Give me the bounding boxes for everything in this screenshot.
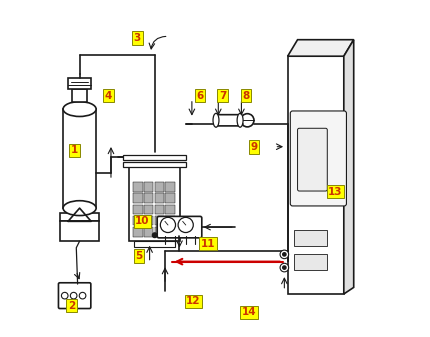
Bar <box>166 205 175 214</box>
Bar <box>129 167 180 241</box>
Bar <box>166 227 175 237</box>
Text: 5: 5 <box>135 251 143 261</box>
Bar <box>144 182 154 192</box>
Bar <box>123 162 186 167</box>
Bar <box>133 227 143 237</box>
FancyBboxPatch shape <box>157 216 202 238</box>
Bar <box>155 182 164 192</box>
Ellipse shape <box>63 201 96 216</box>
Bar <box>72 89 87 102</box>
Circle shape <box>61 292 68 299</box>
Bar <box>133 182 143 192</box>
Bar <box>294 230 327 246</box>
Polygon shape <box>288 40 354 56</box>
Bar <box>144 193 154 203</box>
FancyBboxPatch shape <box>58 283 91 309</box>
Bar <box>134 241 175 247</box>
Bar <box>166 193 175 203</box>
Bar <box>288 56 344 294</box>
Ellipse shape <box>213 113 219 127</box>
FancyBboxPatch shape <box>290 111 347 206</box>
Bar <box>294 253 327 270</box>
Text: 1: 1 <box>71 145 78 155</box>
Circle shape <box>152 233 157 238</box>
Bar <box>133 216 143 225</box>
Text: 4: 4 <box>105 91 112 101</box>
Bar <box>166 216 175 225</box>
Bar <box>123 155 186 160</box>
Bar <box>133 205 143 214</box>
Polygon shape <box>344 40 354 294</box>
Bar <box>144 205 154 214</box>
Bar <box>144 216 154 225</box>
Bar <box>144 227 154 237</box>
Circle shape <box>79 292 86 299</box>
Circle shape <box>283 266 286 269</box>
Circle shape <box>280 250 289 259</box>
Text: 14: 14 <box>241 307 256 317</box>
Text: 2: 2 <box>68 301 75 311</box>
Circle shape <box>241 114 254 127</box>
Bar <box>60 221 99 241</box>
Bar <box>133 193 143 203</box>
Text: 12: 12 <box>186 296 201 306</box>
FancyBboxPatch shape <box>216 115 239 126</box>
Circle shape <box>71 292 77 299</box>
Bar <box>155 193 164 203</box>
Text: 3: 3 <box>134 33 141 43</box>
Bar <box>155 216 164 225</box>
Text: 6: 6 <box>197 91 204 101</box>
Bar <box>63 109 96 208</box>
Bar <box>155 227 164 237</box>
Bar <box>166 182 175 192</box>
Text: 11: 11 <box>200 239 215 249</box>
Ellipse shape <box>63 102 96 117</box>
Ellipse shape <box>237 113 243 127</box>
Circle shape <box>160 217 175 233</box>
Text: 9: 9 <box>250 142 258 152</box>
Circle shape <box>178 217 194 233</box>
Circle shape <box>283 253 286 256</box>
Text: 13: 13 <box>328 187 343 196</box>
Circle shape <box>280 263 289 272</box>
Text: 8: 8 <box>242 91 249 101</box>
Text: 10: 10 <box>135 216 150 226</box>
Text: 7: 7 <box>219 91 226 101</box>
Bar <box>60 213 99 221</box>
Bar <box>155 205 164 214</box>
Bar <box>68 78 91 89</box>
FancyBboxPatch shape <box>298 128 327 191</box>
